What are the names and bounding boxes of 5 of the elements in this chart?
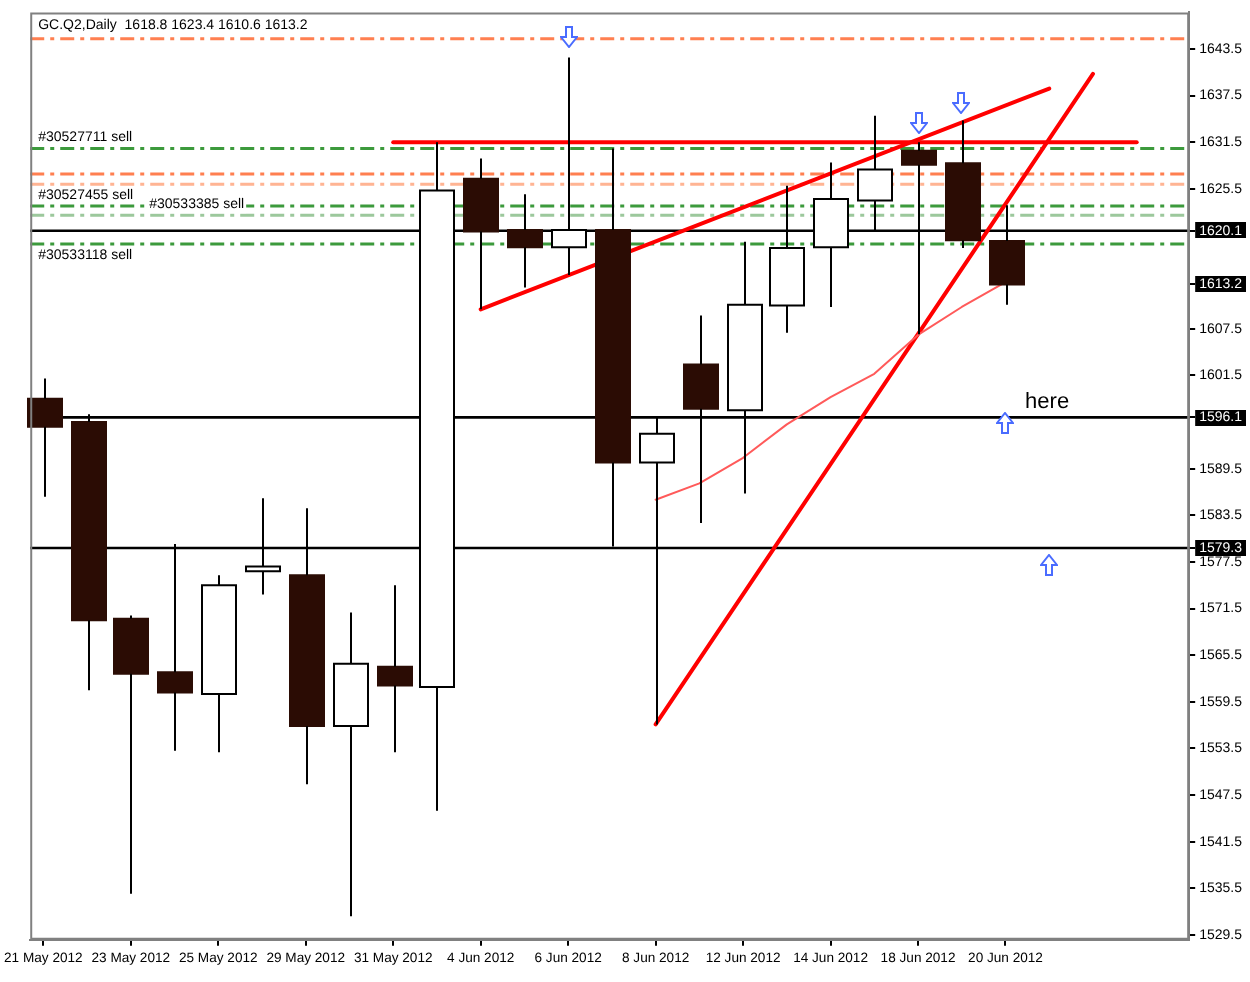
candlestick <box>201 574 237 754</box>
candlestick <box>113 614 149 895</box>
candlestick <box>333 611 369 918</box>
annotation: here <box>1025 390 1070 415</box>
candlestick <box>377 584 413 754</box>
